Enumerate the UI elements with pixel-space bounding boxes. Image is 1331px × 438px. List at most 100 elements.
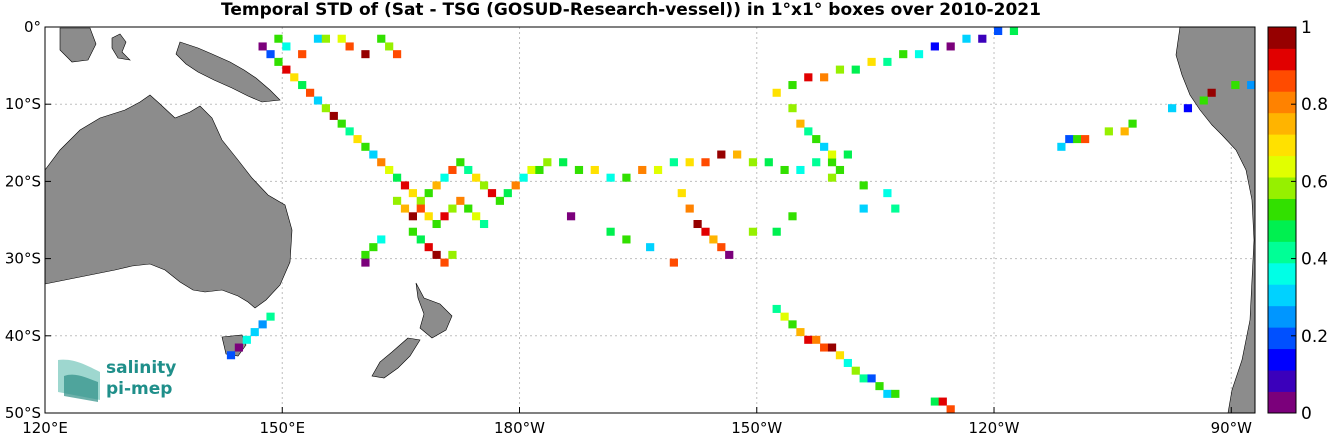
cell-isolated-central-1 xyxy=(606,227,615,236)
cell-fiji-tonga-cluster-3 xyxy=(416,204,425,213)
colorbar-fill xyxy=(1268,27,1296,414)
cell-tropical-west-pacific-mesh-13 xyxy=(369,150,378,159)
cell-tropical-west-pacific-mesh-25 xyxy=(464,165,473,174)
cell-east-of-fiji-line-12 xyxy=(733,150,742,159)
cell-isolated-central-8 xyxy=(859,204,868,213)
cell-png-north-6 xyxy=(337,34,346,43)
cell-tropical-west-pacific-mesh-30 xyxy=(503,189,512,198)
cell-isolated-central-11 xyxy=(859,181,868,190)
cell-south-east-track-12 xyxy=(867,374,876,383)
cell-tahiti-branch-0 xyxy=(788,104,797,113)
cell-tropical-west-pacific-mesh-8 xyxy=(329,111,338,120)
cell-tasman-south-1 xyxy=(234,343,244,352)
cell-south-pacific-branch-4 xyxy=(709,235,718,244)
cell-tropical-west-pacific-mesh-0 xyxy=(266,50,275,59)
cell-isolated-central-6 xyxy=(772,227,781,236)
cell-east-of-fiji-line-16 xyxy=(796,165,805,174)
cell-fiji-tonga-cluster-8 xyxy=(456,196,465,205)
cell-eastern-lines-12 xyxy=(1247,81,1255,90)
cell-png-north-4 xyxy=(313,34,323,43)
cell-eastern-lines-11 xyxy=(1231,81,1240,90)
colorbar-tick-label-0: 0 xyxy=(1301,404,1312,424)
cell-tahiti-branch-2 xyxy=(804,127,813,136)
cell-tasman-south-4 xyxy=(258,320,267,329)
cell-tropical-west-pacific-mesh-4 xyxy=(298,81,307,90)
cell-tropical-west-pacific-mesh-9 xyxy=(337,119,346,128)
logo-line1: salinity xyxy=(106,358,176,378)
cell-tropical-west-pacific-mesh-28 xyxy=(487,189,497,198)
cell-east-of-fiji-line-9 xyxy=(685,158,694,167)
x-tick-label-3: 150°W xyxy=(731,419,782,437)
cell-tropical-west-pacific-mesh-3 xyxy=(290,73,299,82)
cell-tahiti-branch-4 xyxy=(820,142,829,151)
data-cells xyxy=(226,27,1310,421)
cell-east-of-fiji-line-14 xyxy=(764,158,773,167)
cell-fiji-tonga-cluster-4 xyxy=(424,212,433,221)
chart-title: Temporal STD of (Sat - TSG (GOSUD-Resear… xyxy=(221,0,1041,20)
cell-equatorial-diagonal-2 xyxy=(804,73,813,82)
cell-south-east-track-19 xyxy=(954,413,962,421)
cell-equatorial-diagonal-5 xyxy=(851,65,860,74)
cell-isolated-central-10 xyxy=(827,173,837,182)
cell-fiji-tonga-cluster-5 xyxy=(432,220,441,229)
cell-south-pacific-branch-5 xyxy=(717,243,726,252)
cell-tasman-south-5 xyxy=(266,312,275,321)
cell-equatorial-diagonal-13 xyxy=(978,34,987,43)
colorbar-ticks: 0 0.2 0.4 0.6 0.8 1 xyxy=(1291,18,1328,424)
cell-fiji-tonga-cluster-13 xyxy=(416,235,425,244)
cell-south-east-track-7 xyxy=(827,343,837,352)
cell-tropical-west-pacific-mesh-23 xyxy=(448,165,457,174)
cell-tropical-west-pacific-mesh-10 xyxy=(345,127,354,136)
colorbar-segment-1 xyxy=(1268,370,1296,392)
cell-equatorial-diagonal-10 xyxy=(930,42,939,51)
cell-eastern-lines-3 xyxy=(1081,135,1090,144)
cell-south-east-track-16 xyxy=(930,397,939,406)
cell-tropical-west-pacific-mesh-7 xyxy=(321,104,331,113)
cell-png-north-0 xyxy=(258,42,267,51)
colorbar-segment-6 xyxy=(1268,262,1296,285)
colorbar-segment-0 xyxy=(1268,391,1296,414)
cell-eastern-lines-4 xyxy=(1104,127,1113,136)
axis-tick-labels: 120°E 150°E 180°W 150°W 120°W 90°W 0° 10°S 20°S 3… xyxy=(5,18,1252,437)
cell-tahiti-branch-6 xyxy=(835,165,845,174)
cell-isolated-central-4 xyxy=(669,258,678,267)
colorbar: 0 0.2 0.4 0.6 0.8 1 xyxy=(1267,18,1328,424)
cell-south-east-track-9 xyxy=(843,358,852,367)
cell-isolated-central-5 xyxy=(748,227,758,236)
cell-south-pacific-branch-3 xyxy=(701,227,710,236)
cell-png-north-8 xyxy=(361,50,370,59)
cell-fiji-tonga-cluster-18 xyxy=(377,235,386,244)
cell-south-east-track-14 xyxy=(883,389,892,398)
colorbar-tick-label-1: 0.2 xyxy=(1301,327,1328,347)
cell-tropical-west-pacific-mesh-20 xyxy=(424,189,433,198)
cell-south-east-track-17 xyxy=(938,397,947,406)
cell-eastern-lines-15 xyxy=(1302,66,1310,74)
cell-fiji-tonga-cluster-9 xyxy=(464,204,473,213)
cell-tasman-south-3 xyxy=(250,328,259,337)
cell-south-east-track-0 xyxy=(772,304,781,313)
cell-eastern-lines-8 xyxy=(1183,104,1193,113)
cell-south-pacific-branch-6 xyxy=(725,250,734,259)
colorbar-tick-label-3: 0.6 xyxy=(1301,172,1328,192)
cell-equatorial-diagonal-12 xyxy=(962,34,971,43)
cell-fiji-tonga-cluster-6 xyxy=(440,212,449,221)
logo-line2: pi-mep xyxy=(106,379,172,399)
cell-east-of-fiji-line-18 xyxy=(827,158,837,167)
cell-fiji-tonga-cluster-10 xyxy=(472,212,481,221)
cell-isolated-central-3 xyxy=(646,243,655,252)
new-zealand-north-land xyxy=(415,282,453,339)
cell-south-east-track-2 xyxy=(788,320,797,329)
cell-south-east-track-18 xyxy=(946,405,955,413)
cell-tahiti-branch-1 xyxy=(796,119,805,128)
cell-equatorial-diagonal-0 xyxy=(772,88,781,97)
cell-south-east-track-13 xyxy=(875,382,884,391)
colorbar-tick-label-2: 0.4 xyxy=(1301,250,1328,270)
cell-tropical-west-pacific-mesh-21 xyxy=(432,181,441,190)
cell-equatorial-diagonal-15 xyxy=(1009,27,1019,36)
cell-equatorial-diagonal-7 xyxy=(883,57,892,66)
cell-equatorial-diagonal-8 xyxy=(899,50,908,59)
colorbar-segment-4 xyxy=(1268,305,1296,328)
new-guinea-land xyxy=(175,41,281,103)
map-frame xyxy=(44,26,1256,414)
